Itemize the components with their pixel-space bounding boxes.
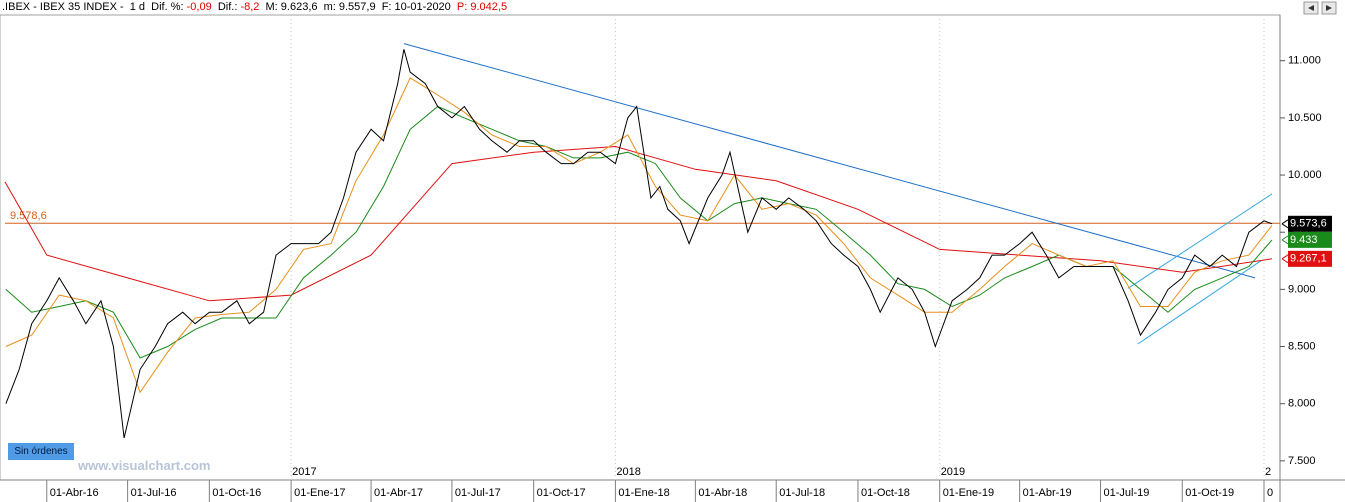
x-tick-label: 01-Ene-18 [618,487,669,499]
scroll-arrows [1308,5,1332,11]
x-tick-label: 01-Jul-16 [131,487,177,499]
x-tick-label: 01-Oct-19 [1185,487,1234,499]
x-tick-label: 01-Ene-17 [294,487,345,499]
value-label-box [1288,250,1332,267]
plot-area [0,14,1281,481]
x-tick-label: 01-Ene-19 [943,487,994,499]
x-tick-label: 01-Jul-19 [1104,487,1150,499]
trend-line [1137,260,1262,345]
header-part: Dif.: [211,1,241,13]
value-label-pointer [1281,219,1289,229]
x-tick-label: 01-Oct-17 [537,487,586,499]
y-tick-label: 10.500 [1288,112,1322,124]
x-tick-label: 0 [1267,487,1273,499]
year-label: 2 [1265,466,1271,478]
header-part: P: 9.042,5 [456,1,508,13]
x-tick-label: 01-Abr-18 [698,487,747,499]
x-tick-label: 01-Abr-16 [50,487,99,499]
x-tick-label: 01-Jul-18 [779,487,825,499]
x-tick-label: 01-Oct-18 [861,487,910,499]
year-label: 2018 [616,466,640,478]
y-tick-label: 9.000 [1288,283,1316,295]
value-label-box [1288,231,1332,248]
horizontal-line-label: 9.578,6 [10,210,47,222]
x-tick-label: 01-Abr-17 [374,487,423,499]
series-line [5,49,1273,439]
watermark: www.visualchart.com [78,458,211,473]
x-tick-label: 01-Jul-17 [455,487,501,499]
series-line [5,77,1273,394]
header: .IBEX - IBEX 35 INDEX - 1 d Dif. %: -0,0… [2,1,507,13]
year-label: 2019 [941,466,965,478]
header-part: M: 9.623,6 m: 9.557,9 F: 10-01-2020 [259,1,457,13]
header-part: .IBEX - IBEX 35 INDEX - 1 d Dif. %: [2,1,187,13]
x-tick-label: 01-Abr-19 [1023,487,1072,499]
x-tick-label: 01-Oct-16 [212,487,261,499]
value-label: 9.433 [1290,234,1318,246]
value-label-pointer [1281,254,1289,264]
value-label: 9.267,1 [1290,253,1327,265]
y-tick-label: 8.000 [1288,398,1316,410]
value-label: 9.573,6 [1290,218,1327,230]
header-part: -8,2 [240,1,260,13]
value-label-pointer [1281,235,1289,245]
value-label-box [1288,215,1332,232]
trend-line [403,43,1256,279]
series-line [4,145,1273,302]
y-tick-label: 11.000 [1288,55,1321,67]
header-part: -0,09 [186,1,212,13]
year-label: 2017 [292,466,316,478]
y-tick-label: 7.500 [1288,455,1316,467]
y-tick-label: 8.500 [1288,340,1316,352]
orders-button[interactable]: Sin órdenes [8,443,74,460]
y-tick-label: 10.000 [1288,169,1322,181]
trend-line [1127,193,1273,289]
